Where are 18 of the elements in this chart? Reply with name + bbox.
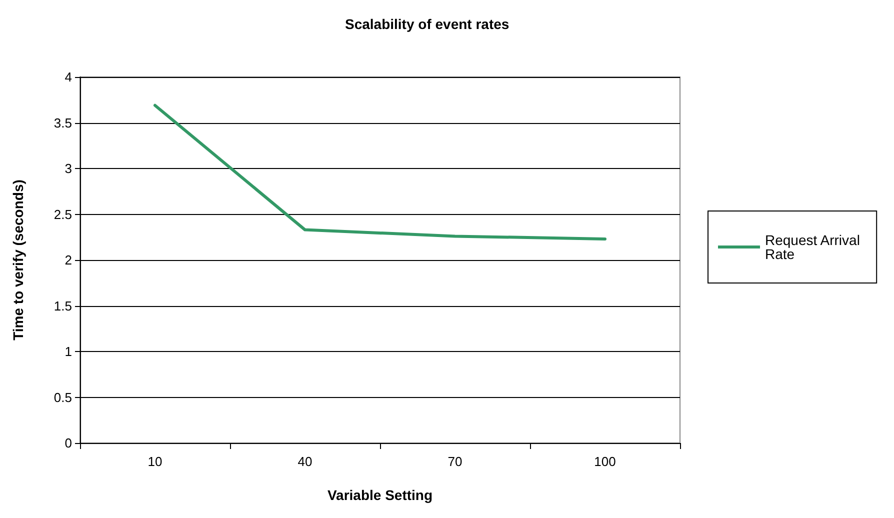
y-tick-label: 0.5 [54, 390, 72, 405]
x-tick-label: 10 [148, 454, 162, 469]
y-tick-label: 0 [64, 436, 72, 450]
y-tick-label: 2.5 [54, 206, 72, 222]
y-tick-label: 4 [64, 70, 72, 84]
y-tick-label: 3.5 [54, 115, 72, 130]
y-axis-title: Time to verify (seconds) [10, 180, 26, 340]
y-tick-label: 3 [64, 161, 72, 176]
x-tick-label: 70 [448, 454, 462, 469]
y-tick-label: 1 [64, 344, 72, 359]
x-tick-label: 40 [298, 454, 312, 469]
x-axis-title: Variable Setting [327, 487, 433, 503]
x-tick-label: 100 [594, 454, 616, 469]
y-tick-label: 1.5 [54, 298, 72, 314]
line-series [154, 104, 606, 240]
y-tick-label: 2 [64, 252, 72, 268]
chart-title: Scalability of event rates [345, 16, 510, 32]
legend-label: Request Arrival Rate [765, 232, 864, 262]
